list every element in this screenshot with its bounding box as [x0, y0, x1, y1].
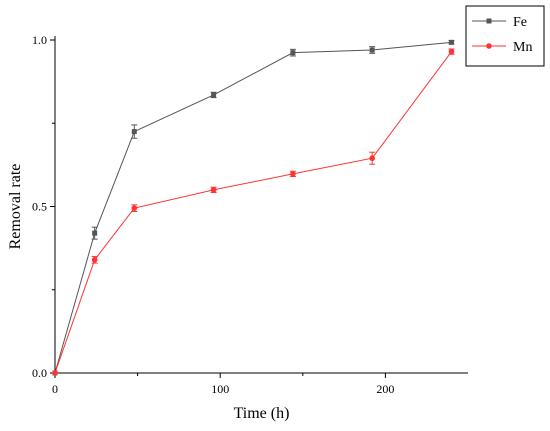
series-line: [54, 41, 452, 374]
data-point: [210, 187, 217, 193]
x-tick-label: 200: [376, 382, 394, 396]
data-point: [369, 47, 375, 53]
legend-marker: [486, 18, 492, 24]
data-point: [290, 171, 296, 177]
series-line: [54, 51, 452, 374]
series-mn: [52, 48, 455, 376]
legend-label-mn: Mn: [513, 40, 532, 55]
data-point: [131, 129, 137, 135]
legend-marker: [486, 43, 492, 49]
legend: Fe Mn: [465, 5, 545, 67]
data-point: [448, 48, 455, 55]
x-tick-label: 100: [211, 382, 229, 396]
data-point: [131, 205, 138, 211]
y-axis-title: Removal rate: [7, 164, 24, 250]
y-tick-label: 1.0: [32, 33, 47, 47]
x-axis-title: Time (h): [234, 405, 290, 422]
data-point: [290, 50, 296, 56]
series-fe: [52, 39, 455, 376]
axes: [54, 36, 468, 374]
legend-box: [465, 5, 545, 67]
series-layer: [52, 39, 455, 376]
data-point: [369, 155, 375, 162]
data-point: [92, 230, 98, 236]
y-tick-label: 0.0: [32, 366, 47, 380]
y-tick-label: 0.5: [32, 200, 47, 214]
legend-label-fe: Fe: [513, 15, 527, 30]
x-tick-label: 0: [52, 382, 58, 396]
axis-ticks: 0 100 200 0.0 0.5 1.0: [32, 33, 394, 396]
data-point: [91, 256, 98, 263]
data-point: [211, 92, 217, 98]
data-point: [52, 370, 58, 376]
data-point: [448, 39, 454, 45]
